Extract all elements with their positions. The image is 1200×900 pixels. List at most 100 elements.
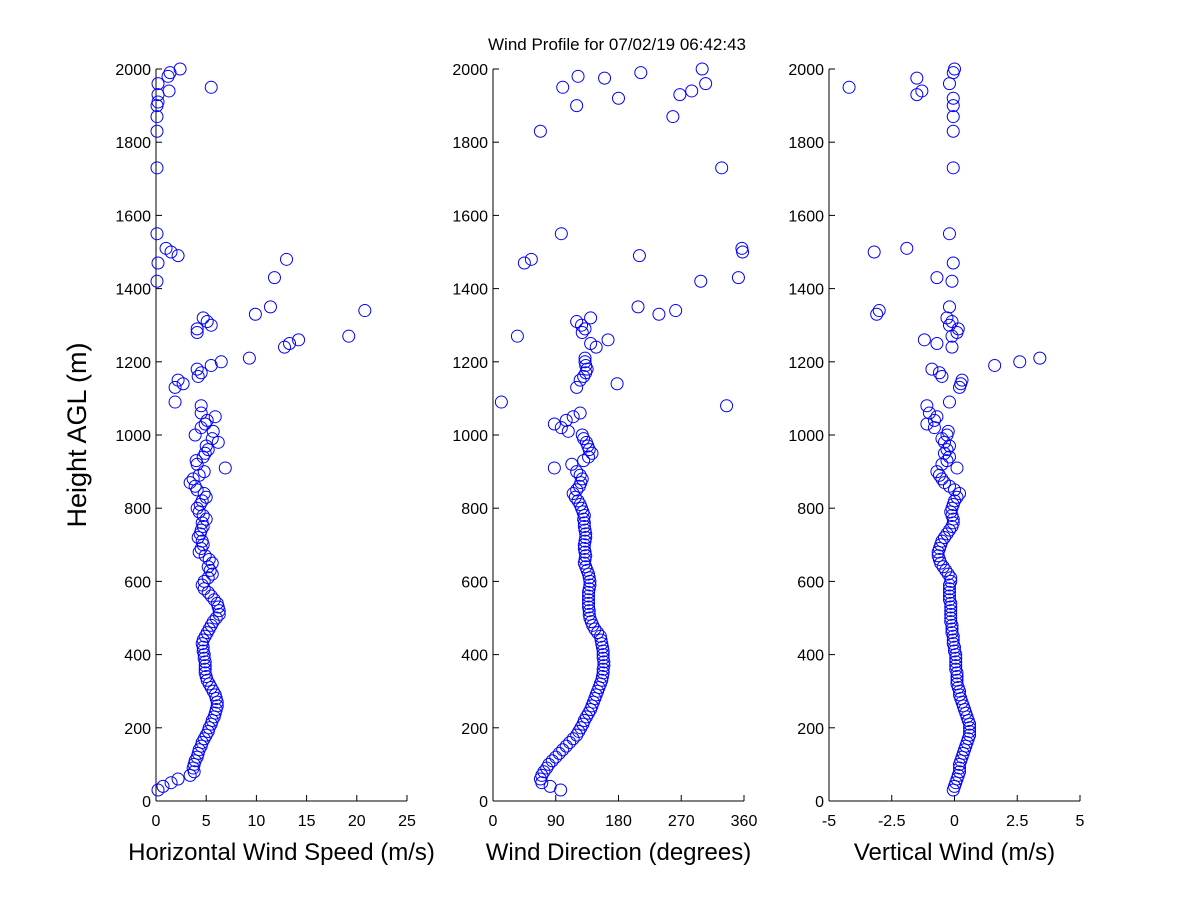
vertical-data-point bbox=[950, 490, 964, 504]
vertical-data-point bbox=[930, 271, 944, 285]
vertical-y-tick-label: 400 bbox=[797, 648, 824, 665]
vertical-data-point bbox=[925, 362, 939, 376]
speed-data-point bbox=[199, 728, 213, 742]
vertical-data-point bbox=[944, 607, 958, 621]
speed-data-point bbox=[205, 556, 219, 570]
speed-data-point bbox=[195, 494, 209, 508]
direction-data-point bbox=[547, 461, 561, 475]
direction-data-point bbox=[694, 274, 708, 288]
speed-data-point bbox=[171, 772, 185, 786]
vertical-data-point bbox=[930, 465, 944, 479]
speed-data-point bbox=[190, 322, 204, 336]
vertical-data-point bbox=[949, 651, 963, 665]
vertical-data-point bbox=[920, 399, 934, 413]
vertical-data-point bbox=[942, 593, 956, 607]
speed-data-point bbox=[159, 241, 173, 255]
direction-data-point bbox=[720, 399, 734, 413]
vertical-data-point bbox=[932, 366, 946, 380]
direction-x-tick-label: 90 bbox=[547, 813, 565, 830]
speed-data-point bbox=[267, 271, 281, 285]
direction-data-point bbox=[570, 315, 584, 329]
speed-data-point bbox=[162, 84, 176, 98]
speed-data-point bbox=[171, 249, 185, 263]
speed-data-point bbox=[342, 329, 356, 343]
direction-data-point bbox=[537, 765, 551, 779]
speed-data-point bbox=[151, 95, 165, 109]
direction-x-tick-label: 360 bbox=[731, 813, 758, 830]
speed-data-point bbox=[194, 523, 208, 537]
vertical-x-tick-label: 0 bbox=[950, 813, 959, 830]
speed-data-point bbox=[197, 651, 211, 665]
speed-data-point bbox=[358, 304, 372, 318]
direction-data-point bbox=[570, 728, 584, 742]
panel-speed: 0 200 400 600 800 1000 1200 1400 1600 1800 2000 0 5 1… bbox=[115, 62, 434, 866]
speed-data-point bbox=[151, 77, 165, 91]
direction-data-point bbox=[570, 380, 584, 394]
direction-data-point bbox=[582, 596, 596, 610]
direction-data-point bbox=[549, 750, 563, 764]
speed-data-point bbox=[205, 567, 219, 581]
speed-data-point bbox=[151, 256, 165, 270]
speed-data-point bbox=[198, 662, 212, 676]
direction-data-point bbox=[596, 648, 610, 662]
speed-data-point bbox=[200, 315, 214, 329]
direction-data-point bbox=[666, 110, 680, 124]
vertical-data-point bbox=[939, 563, 953, 577]
vertical-data-point bbox=[950, 677, 964, 691]
speed-x-axis-label: Horizontal Wind Speed (m/s) bbox=[128, 839, 435, 866]
vertical-data-point bbox=[944, 611, 958, 625]
speed-y-tick-label: 800 bbox=[124, 501, 151, 518]
direction-data-point bbox=[652, 307, 666, 321]
direction-data-point bbox=[582, 593, 596, 607]
direction-y-tick-label: 800 bbox=[461, 501, 488, 518]
vertical-x-axis-label: Vertical Wind (m/s) bbox=[854, 839, 1055, 866]
direction-y-tick-label: 400 bbox=[461, 648, 488, 665]
direction-data-point bbox=[591, 626, 605, 640]
direction-data-point bbox=[577, 713, 591, 727]
speed-data-point bbox=[202, 552, 216, 566]
vertical-data-point bbox=[937, 530, 951, 544]
vertical-data-point bbox=[870, 307, 884, 321]
speed-data-point bbox=[191, 530, 205, 544]
speed-y-tick-label: 1600 bbox=[115, 208, 151, 225]
vertical-data-point bbox=[950, 461, 964, 475]
speed-y-tick-label: 1400 bbox=[115, 282, 151, 299]
speed-data-point bbox=[201, 571, 215, 585]
speed-data-point bbox=[200, 626, 214, 640]
speed-data-point bbox=[203, 563, 217, 577]
speed-data-point bbox=[171, 373, 185, 387]
direction-data-point bbox=[510, 329, 524, 343]
vertical-data-point bbox=[950, 670, 964, 684]
speed-y-tick-label: 1800 bbox=[115, 135, 151, 152]
speed-data-point bbox=[195, 534, 209, 548]
direction-data-point bbox=[584, 337, 598, 350]
vertical-data-point bbox=[953, 765, 967, 779]
speed-data-point bbox=[204, 681, 218, 695]
speed-data-point bbox=[183, 476, 197, 490]
direction-data-point bbox=[554, 421, 568, 435]
direction-x-tick-label: 270 bbox=[668, 813, 695, 830]
direction-data-point bbox=[573, 498, 587, 512]
speed-data-point bbox=[204, 318, 218, 332]
direction-y-tick-label: 200 bbox=[461, 721, 488, 738]
speed-data-point bbox=[242, 351, 256, 365]
speed-data-point bbox=[190, 326, 204, 340]
direction-data-point bbox=[588, 622, 602, 636]
direction-data-point bbox=[735, 241, 749, 255]
speed-data-point bbox=[150, 161, 164, 175]
speed-data-point bbox=[204, 589, 218, 603]
vertical-data-point bbox=[946, 110, 960, 124]
vertical-data-point bbox=[941, 567, 955, 581]
speed-data-point bbox=[214, 355, 228, 369]
direction-data-point bbox=[695, 62, 709, 76]
direction-x-tick-label: 180 bbox=[605, 813, 632, 830]
vertical-data-point bbox=[940, 454, 954, 468]
vertical-y-tick-label: 1800 bbox=[788, 135, 824, 152]
direction-data-point bbox=[578, 351, 592, 365]
speed-x-tick-label: 25 bbox=[398, 813, 416, 830]
vertical-data-point bbox=[867, 245, 881, 259]
direction-y-tick-label: 1800 bbox=[452, 135, 488, 152]
direction-data-point bbox=[582, 600, 596, 614]
direction-y-tick-label: 1000 bbox=[452, 428, 488, 445]
direction-data-point bbox=[559, 739, 573, 753]
